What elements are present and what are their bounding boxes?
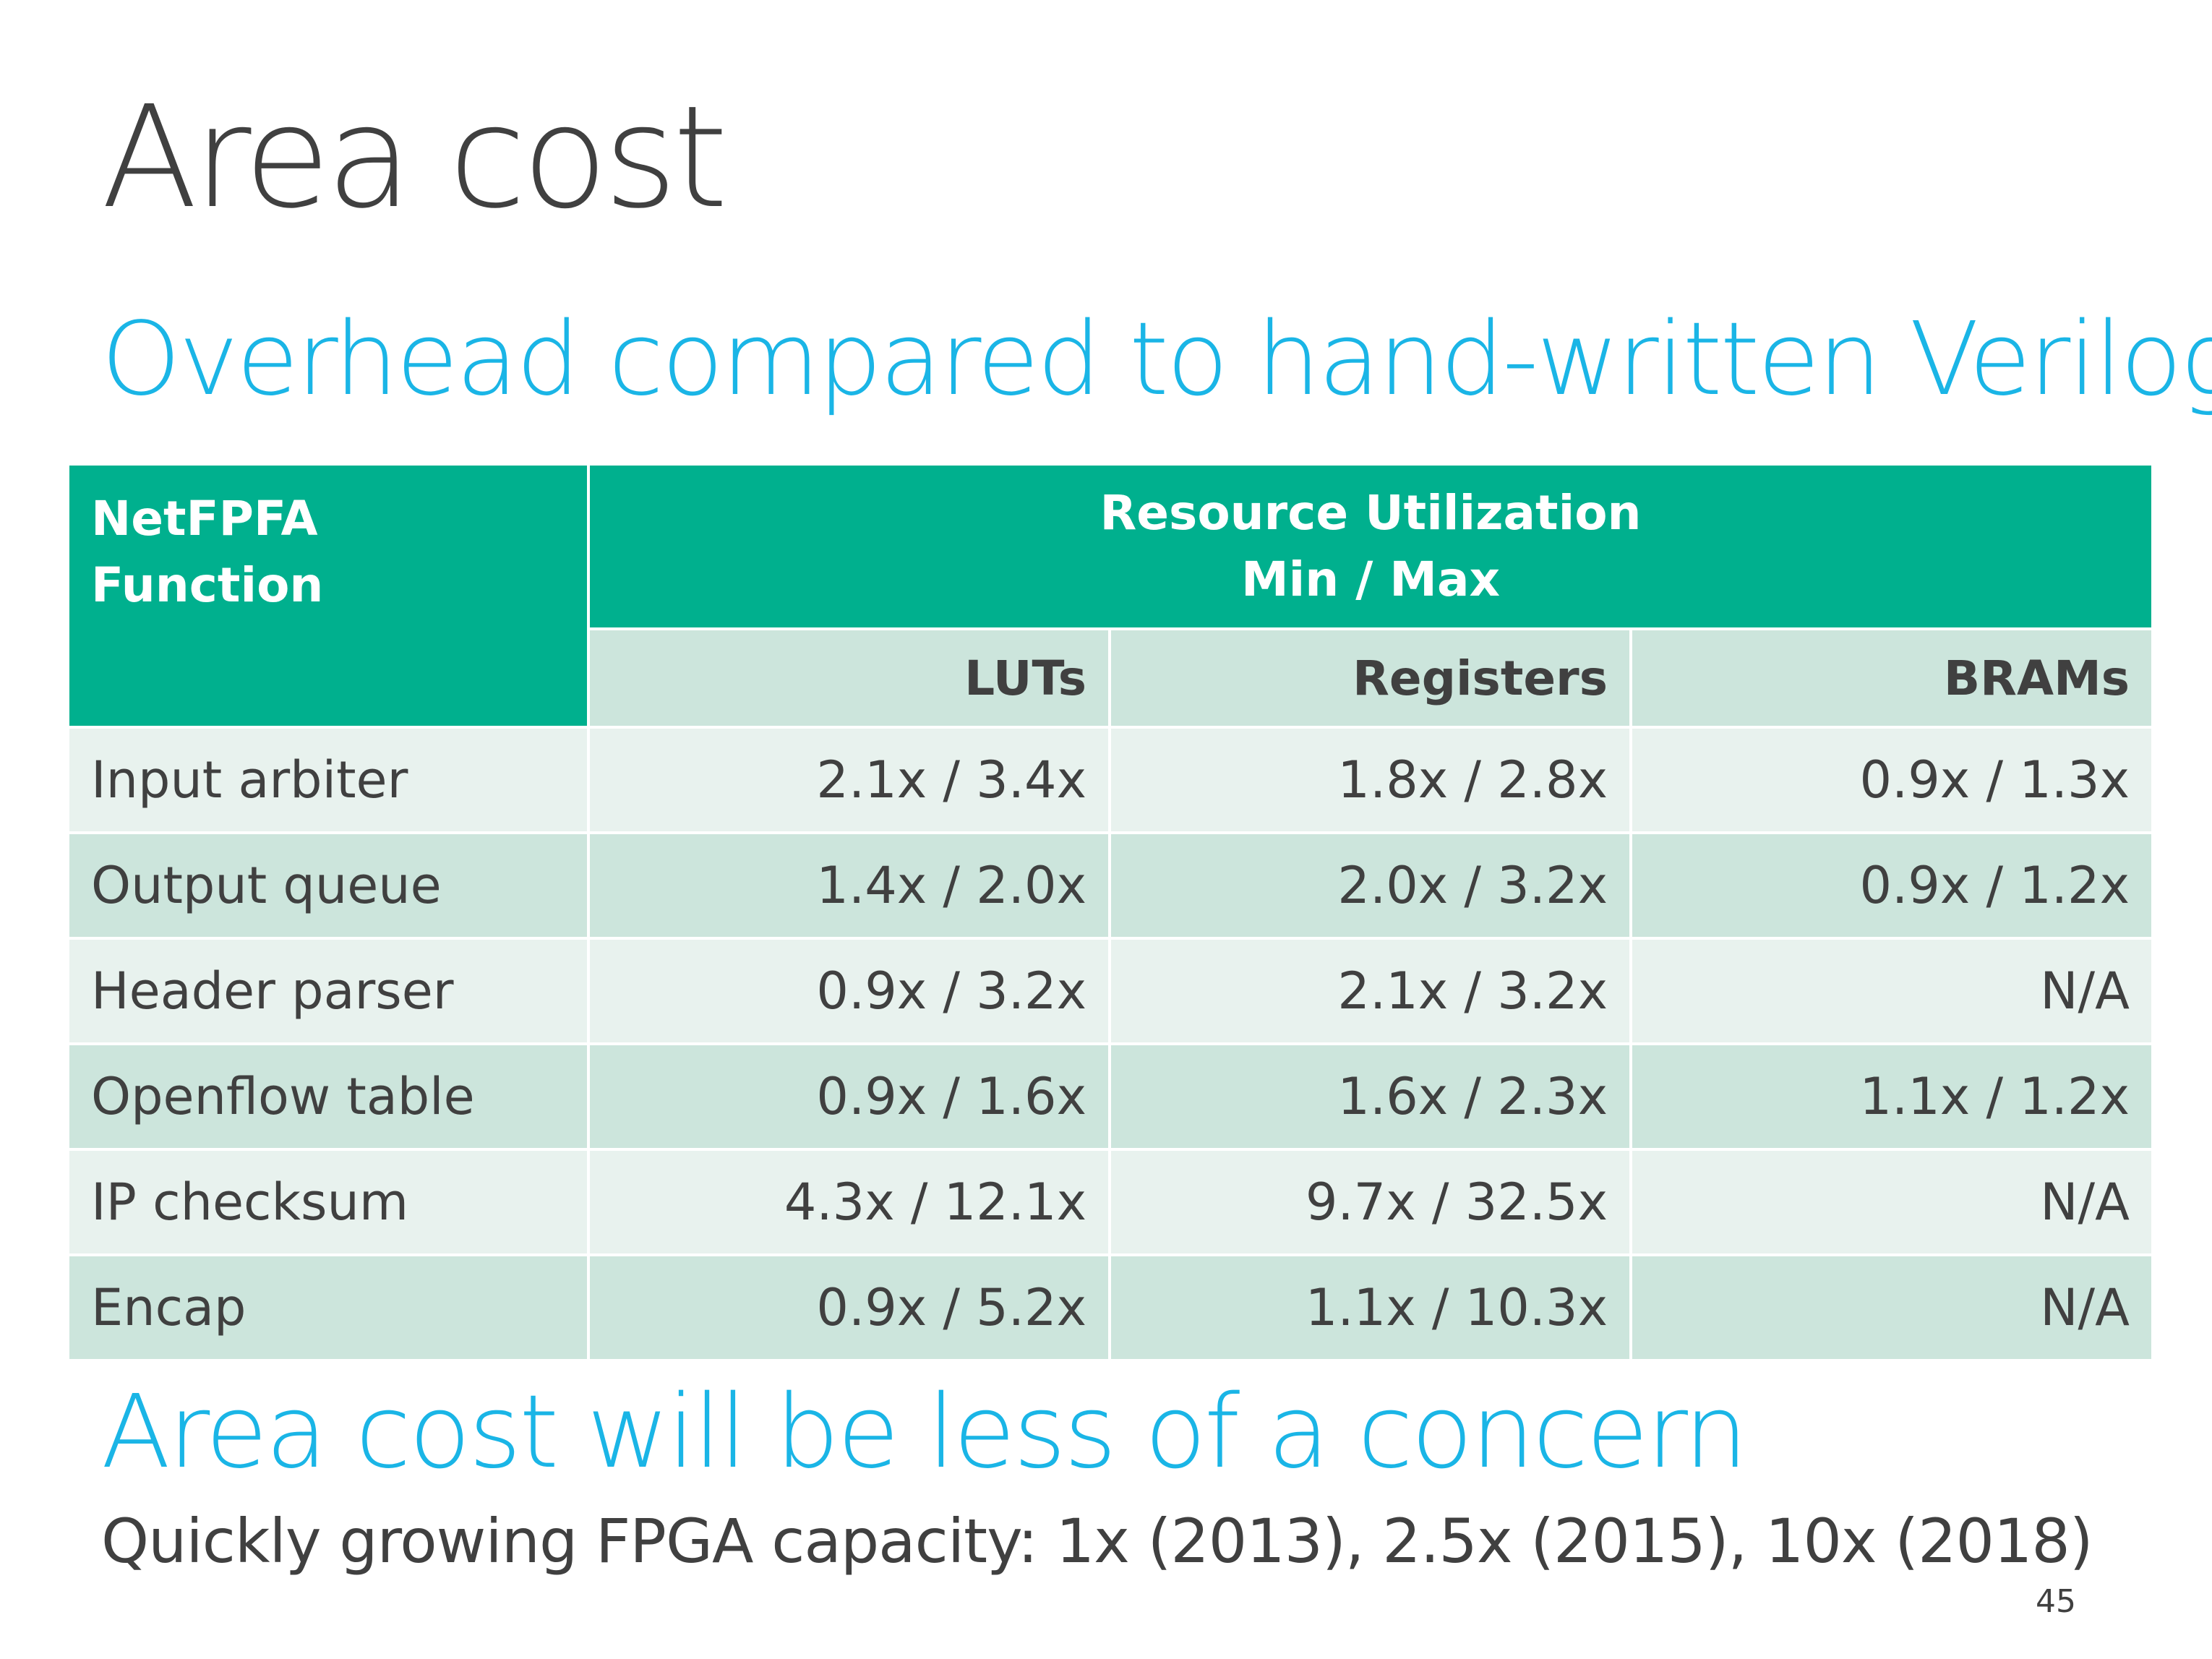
resource-utilization-table: NetFPFA Function Resource Utilization Mi… [67,463,2155,1362]
function-header-line2: Function [91,557,324,614]
table-header-row: NetFPFA Function Resource Utilization Mi… [67,463,2155,729]
luts-column-header: LUTs [587,627,1111,729]
registers-cell: 1.8x / 2.8x [1108,726,1632,834]
table-row: Input arbiter 2.1x / 3.4x 1.8x / 2.8x 0.… [67,726,2155,834]
registers-cell: 1.6x / 2.3x [1108,1042,1632,1151]
function-cell: IP checksum [67,1148,590,1256]
table-row: Encap 0.9x / 5.2x 1.1x / 10.3x N/A [67,1253,2155,1362]
table-row: Openflow table 0.9x / 1.6x 1.6x / 2.3x 1… [67,1042,2155,1151]
table-subheader-row: LUTs Registers BRAMs [68,627,2155,729]
slide-subtitle: Overhead compared to hand-written Verilo… [101,301,2212,419]
brams-cell: 0.9x / 1.2x [1629,831,2155,940]
page-number: 45 [2036,1583,2076,1620]
brams-cell: N/A [1629,1253,2155,1362]
conclusion-heading: Area cost will be less of a concern [101,1373,1748,1491]
registers-column-header: Registers [1108,627,1632,729]
table-row: Output queue 1.4x / 2.0x 2.0x / 3.2x 0.9… [67,831,2155,940]
registers-cell: 9.7x / 32.5x [1108,1148,1632,1256]
brams-cell: 0.9x / 1.3x [1629,726,2155,834]
group-header-line1: Resource Utilization [1099,485,1642,541]
table-row: Header parser 0.9x / 3.2x 2.1x / 3.2x N/… [67,937,2155,1045]
function-header-line1: NetFPFA [91,491,318,546]
brams-cell: 1.1x / 1.2x [1629,1042,2155,1151]
registers-cell: 2.0x / 3.2x [1108,831,1632,940]
resource-utilization-header: Resource Utilization Min / Max [586,463,2155,630]
function-cell: Output queue [67,831,590,940]
luts-cell: 0.9x / 5.2x [587,1253,1111,1362]
function-cell: Input arbiter [67,726,590,834]
brams-cell: N/A [1629,937,2155,1045]
registers-cell: 2.1x / 3.2x [1108,937,1632,1045]
luts-cell: 1.4x / 2.0x [587,831,1111,940]
luts-cell: 2.1x / 3.4x [587,726,1111,834]
luts-cell: 0.9x / 3.2x [587,937,1111,1045]
conclusion-body: Quickly growing FPGA capacity: 1x (2013)… [101,1506,2093,1577]
function-cell: Openflow table [67,1042,590,1151]
luts-cell: 0.9x / 1.6x [587,1042,1111,1151]
luts-cell: 4.3x / 12.1x [587,1148,1111,1256]
function-cell: Header parser [67,937,590,1045]
table-row: IP checksum 4.3x / 12.1x 9.7x / 32.5x N/… [67,1148,2155,1256]
brams-cell: N/A [1629,1148,2155,1256]
function-cell: Encap [67,1253,590,1362]
registers-cell: 1.1x / 10.3x [1108,1253,1632,1362]
group-header-line2: Min / Max [1240,552,1501,608]
slide-title: Area cost [101,75,728,239]
brams-column-header: BRAMs [1629,627,2155,729]
function-column-header: NetFPFA Function [67,463,590,729]
